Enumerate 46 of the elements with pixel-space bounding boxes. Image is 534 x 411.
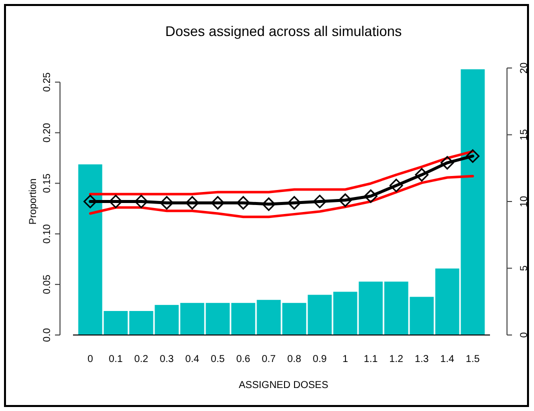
point (390, 178, 404, 192)
x-tick-label: 0.2 (134, 354, 149, 365)
x-tick-label: 1.4 (440, 354, 455, 365)
y2-tick-label: 20 (519, 62, 530, 74)
point (160, 196, 174, 210)
y2-tick-label: 0 (519, 332, 530, 338)
y-tick-label: 0.25 (42, 72, 53, 92)
y2-tick-label: 5 (519, 265, 530, 272)
x-tick-label: 0.1 (108, 354, 124, 365)
point (83, 194, 97, 208)
x-tick-label: 0.8 (287, 354, 302, 365)
point (338, 193, 352, 207)
point (466, 149, 480, 163)
point (364, 189, 378, 203)
x-tick-label: 0.6 (236, 354, 251, 365)
y-tick-label: 0.20 (42, 122, 53, 142)
x-tick-label: 1 (342, 354, 348, 365)
point (415, 168, 429, 182)
x-tick-label: 1.3 (414, 354, 430, 365)
point (313, 194, 326, 208)
x-tick-label: 1.1 (364, 354, 378, 365)
x-axis-title: ASSIGNED DOSES (238, 380, 329, 391)
x-tick-label: 0.5 (210, 354, 226, 365)
point (262, 197, 276, 211)
y-tick-label: 0.0 (42, 328, 53, 342)
x-tick-label: 1.5 (466, 354, 480, 365)
point (185, 196, 199, 210)
point (210, 196, 224, 210)
point (108, 194, 122, 208)
x-tick-label: 0.7 (262, 354, 276, 365)
x-tick-label: 1.2 (389, 354, 404, 365)
point (236, 196, 250, 210)
y-axis-title: Proportion (28, 178, 39, 225)
x-tick-label: 0 (87, 354, 94, 365)
point (134, 194, 148, 208)
y-tick-label: 0.10 (42, 224, 53, 244)
point (440, 156, 454, 170)
chart-title: Doses assigned across all simulations (165, 23, 402, 39)
point (288, 196, 301, 210)
y2-tick-label: 15 (519, 128, 530, 140)
x-tick-label: 0.9 (312, 354, 328, 365)
x-tick-label: 0.3 (160, 354, 174, 365)
y2-tick-label: 10 (519, 196, 530, 208)
x-tick-label: 0.4 (185, 354, 200, 365)
y-tick-label: 0.05 (42, 274, 53, 294)
y-tick-label: 0.15 (42, 173, 53, 194)
